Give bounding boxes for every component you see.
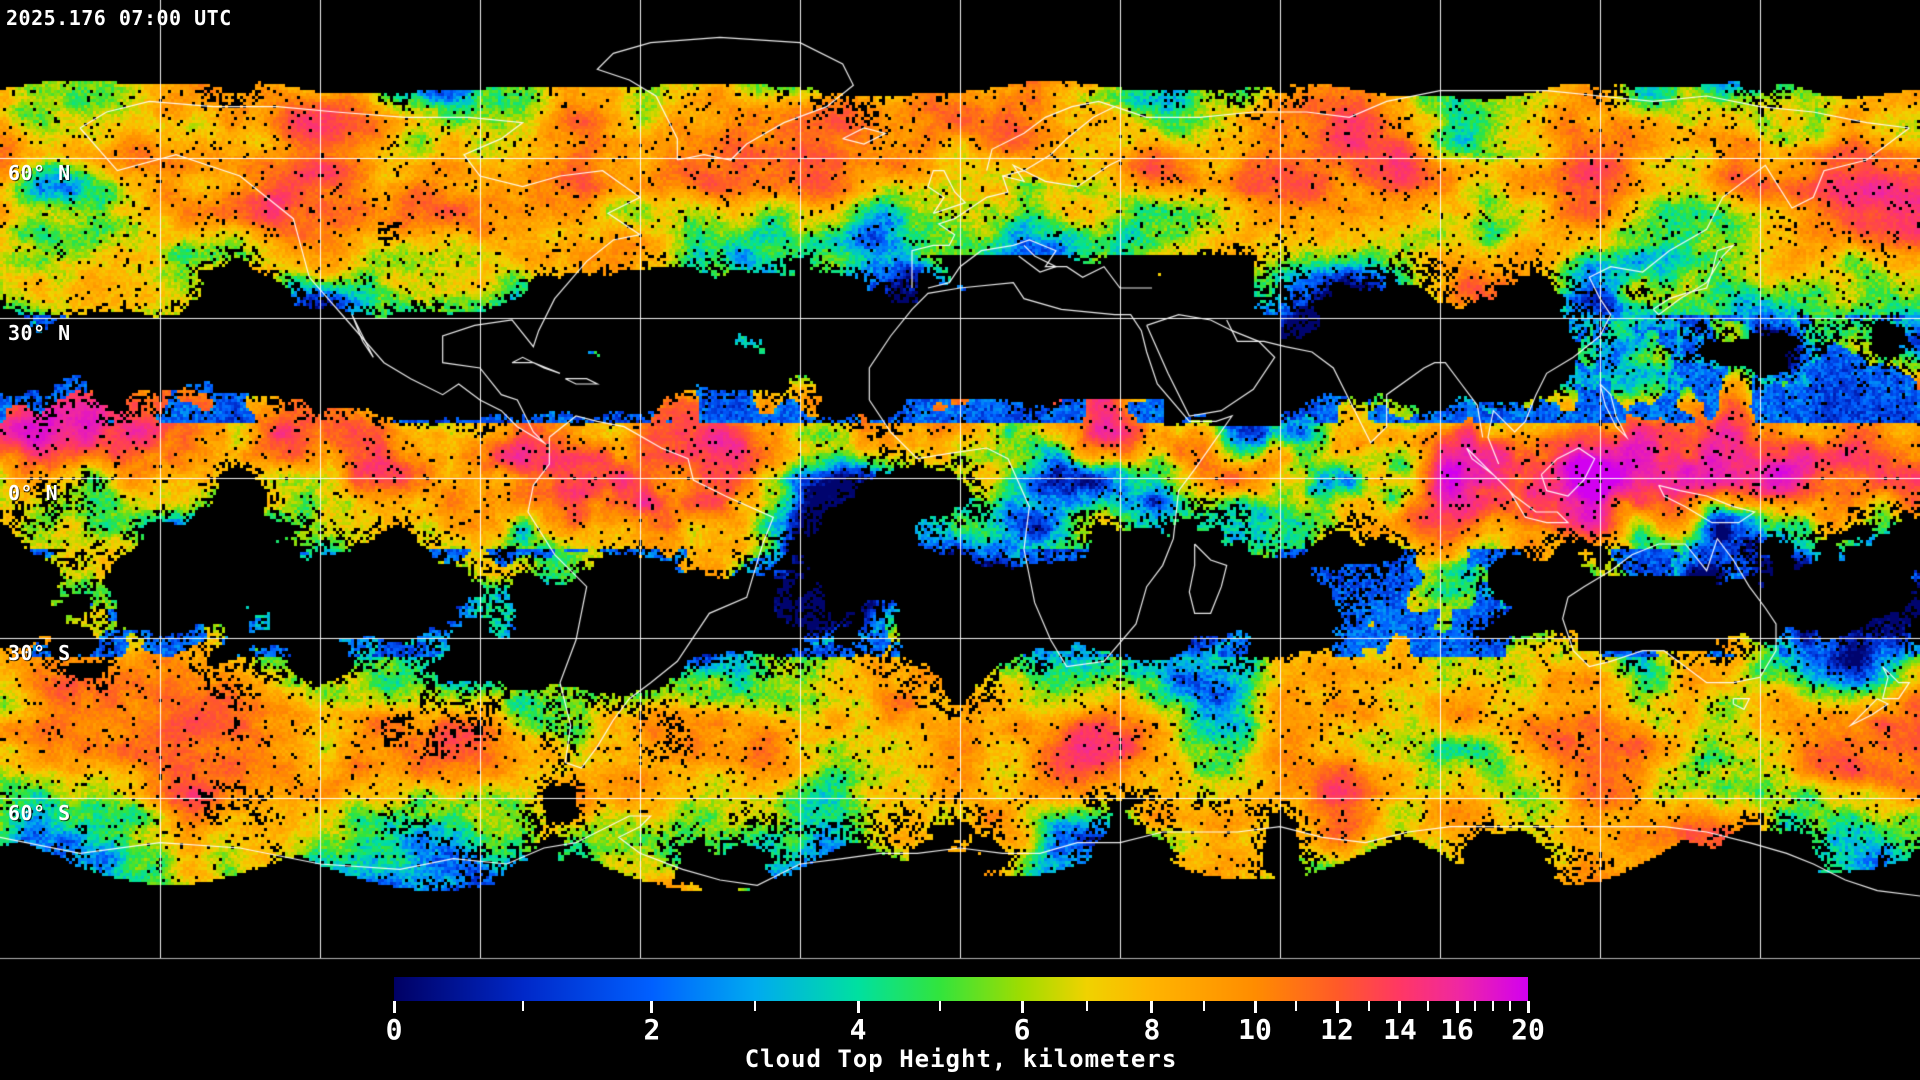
timestamp-label: 2025.176 07:00 UTC xyxy=(6,6,232,30)
colorbar-tick-label: 20 xyxy=(1511,1013,1545,1046)
latitude-label: 60° N xyxy=(8,161,71,185)
colorbar-title: Cloud Top Height, kilometers xyxy=(744,1045,1178,1073)
colorbar-tick-label: 8 xyxy=(1143,1013,1161,1046)
colorbar-minor-tick xyxy=(1509,1001,1512,1011)
colorbar-tick-label: 12 xyxy=(1320,1013,1354,1046)
colorbar-gradient xyxy=(394,977,1528,1001)
colorbar-minor-tick xyxy=(1427,1001,1430,1011)
colorbar-minor-tick xyxy=(521,1001,524,1011)
colorbar xyxy=(394,977,1528,1001)
colorbar-minor-tick xyxy=(1491,1001,1494,1011)
colorbar-minor-tick xyxy=(1473,1001,1476,1011)
colorbar-major-tick xyxy=(1150,1001,1154,1013)
latitude-label: 30° N xyxy=(8,321,71,345)
latitude-label: 0° N xyxy=(8,481,59,505)
colorbar-major-tick xyxy=(650,1001,654,1013)
colorbar-tick-label: 10 xyxy=(1238,1013,1272,1046)
latitude-label: 60° S xyxy=(8,801,71,825)
colorbar-minor-tick xyxy=(1367,1001,1370,1011)
colorbar-major-tick xyxy=(856,1001,860,1013)
latitude-label: 30° S xyxy=(8,641,71,665)
colorbar-major-tick xyxy=(392,1001,396,1013)
colorbar-minor-tick xyxy=(1202,1001,1205,1011)
colorbar-major-tick xyxy=(1020,1001,1024,1013)
colorbar-major-tick xyxy=(1526,1001,1530,1013)
colorbar-tick-label: 4 xyxy=(849,1013,867,1046)
colorbar-minor-tick xyxy=(754,1001,756,1011)
colorbar-major-tick xyxy=(1455,1001,1459,1013)
colorbar-major-tick xyxy=(1253,1001,1257,1013)
colorbar-major-tick xyxy=(1335,1001,1339,1013)
colorbar-tick-label: 16 xyxy=(1440,1013,1474,1046)
colorbar-major-tick xyxy=(1398,1001,1402,1013)
colorbar-tick-label: 0 xyxy=(385,1013,403,1046)
colorbar-minor-tick xyxy=(1295,1001,1298,1011)
colorbar-minor-tick xyxy=(939,1001,942,1011)
colorbar-tick-label: 6 xyxy=(1013,1013,1031,1046)
colorbar-tick-label: 2 xyxy=(643,1013,661,1046)
colorbar-tick-label: 14 xyxy=(1383,1013,1417,1046)
colorbar-minor-tick xyxy=(1085,1001,1088,1011)
